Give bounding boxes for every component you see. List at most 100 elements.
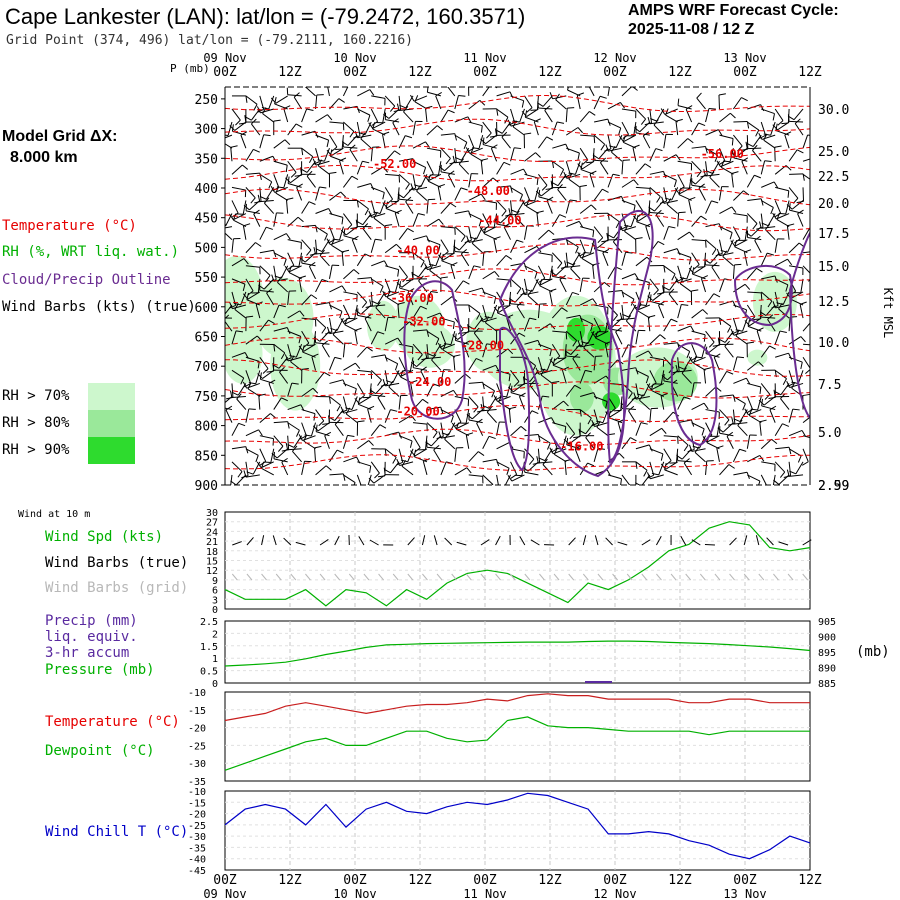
- wind-barb-shaft: [565, 292, 573, 306]
- wind-barb-shaft: [329, 396, 341, 406]
- wind-barb: [396, 103, 414, 111]
- wind-barb: [732, 448, 747, 463]
- wind-barb-flag: [550, 270, 557, 276]
- wind-barb: [315, 114, 333, 123]
- wind-barb: [565, 422, 576, 440]
- wind-barb-flag: [243, 258, 249, 265]
- wind-barb: [356, 474, 362, 485]
- wind-barb: [426, 198, 436, 214]
- wind-barb-grid: [261, 573, 267, 581]
- wind-barb: [593, 95, 607, 110]
- wind-barb-shaft: [360, 138, 372, 149]
- wind-barb: [273, 160, 288, 173]
- wind-barb-shaft: [688, 174, 693, 189]
- wind-barb-flag: [491, 144, 498, 149]
- wind-barb: [287, 160, 297, 178]
- wind-barb-flag: [248, 382, 256, 385]
- precip-tick-label: 1.5: [200, 642, 218, 653]
- wind-barb-flag: [519, 392, 526, 397]
- wind-barb-flag: [741, 97, 748, 102]
- wind-barb-shaft: [231, 186, 246, 191]
- wind-barb: [448, 170, 456, 188]
- wind-barb-flag: [708, 341, 715, 348]
- wind-barb-shaft: [398, 173, 410, 185]
- wind-barb-flag: [423, 458, 430, 462]
- wind-panel-frame: [224, 511, 811, 610]
- wind-barb: [607, 87, 610, 96]
- wind-barb-true: [766, 537, 774, 546]
- wind-barb-flag: [612, 236, 619, 243]
- wind-barb-flag: [325, 331, 333, 335]
- wind-barb: [552, 160, 565, 176]
- wind-barb-flag: [716, 160, 721, 167]
- wind-barb-shaft: [255, 304, 261, 319]
- wind-barb-shaft: [247, 388, 261, 397]
- wind-barb-flag: [718, 338, 726, 343]
- wind-barb-flag: [242, 283, 246, 292]
- wind-barb-shaft: [315, 465, 327, 476]
- wind-barb-flag: [319, 249, 325, 256]
- wind-barb-shaft: [482, 474, 494, 485]
- wind-barb-flag: [253, 104, 258, 111]
- wind-barb-flag: [384, 468, 391, 474]
- wind-barb-shaft: [760, 252, 768, 267]
- wind-barb: [341, 249, 350, 266]
- wind-barb-shaft: [621, 474, 631, 485]
- wind-barb-flag: [559, 169, 565, 176]
- wind-barb-shaft: [555, 99, 567, 110]
- wind-barb-shaft: [343, 456, 357, 463]
- wind-barb-flag: [549, 288, 557, 292]
- wind-barb: [775, 352, 792, 360]
- wind-barb: [789, 461, 804, 475]
- wind-barb-flag: [321, 327, 327, 334]
- wind-barb-flag: [413, 449, 417, 457]
- wind-barb-shaft: [384, 356, 398, 365]
- wind-barb-flag: [240, 377, 245, 385]
- wind-barb: [405, 196, 414, 214]
- wind-barb-flag: [662, 285, 665, 293]
- wind-barb: [565, 291, 580, 306]
- wind-barb: [357, 308, 372, 319]
- wind-barb: [273, 435, 284, 452]
- wind-barb: [524, 152, 541, 162]
- wind-barb-flag: [371, 300, 378, 305]
- wind-barb-shaft: [645, 291, 651, 306]
- wind-barb-shaft: [524, 187, 531, 201]
- wind-barb: [368, 121, 386, 129]
- wind-barb: [396, 278, 414, 288]
- wind-barb-flag: [786, 380, 791, 388]
- wind-barb: [300, 160, 316, 173]
- wind-barb-flag: [787, 258, 793, 266]
- wind-barb: [396, 448, 404, 466]
- wind-barb: [315, 424, 330, 437]
- wind-barb-flag: [287, 444, 295, 448]
- wind-barb: [668, 288, 679, 306]
- wind-barb: [754, 235, 762, 253]
- wind-barb-shaft: [720, 160, 734, 168]
- wind-barb-shaft: [345, 413, 358, 424]
- wind-barb: [454, 116, 472, 124]
- wind-barb-flag: [681, 367, 687, 374]
- wind-barb-flag: [733, 418, 741, 423]
- wind-barb: [259, 265, 271, 282]
- wind-barb-shaft: [468, 265, 475, 280]
- wind-barb-shaft: [593, 448, 599, 462]
- wind-barb-flag: [772, 124, 778, 131]
- wind-barb-shaft: [473, 332, 484, 345]
- wind-barb: [557, 184, 567, 201]
- wind-barb: [384, 224, 393, 240]
- wind-barb: [649, 334, 666, 345]
- wind-barb-flag: [255, 455, 259, 463]
- wind-barb-shaft: [759, 421, 762, 436]
- wind-barb-flag: [273, 119, 281, 122]
- wind-barb: [663, 265, 676, 281]
- wind-barb-shaft: [744, 226, 748, 241]
- wind-barb-shaft: [737, 425, 748, 437]
- wind-barb-shaft: [663, 226, 670, 240]
- date-label-top: 11 Nov: [463, 51, 506, 65]
- wind-barb: [273, 421, 290, 429]
- wind-barb-shaft: [454, 148, 457, 163]
- wind-barb-shaft: [788, 429, 803, 437]
- wind-barb-flag: [761, 398, 763, 406]
- pressure-tick-label: 450: [195, 212, 218, 227]
